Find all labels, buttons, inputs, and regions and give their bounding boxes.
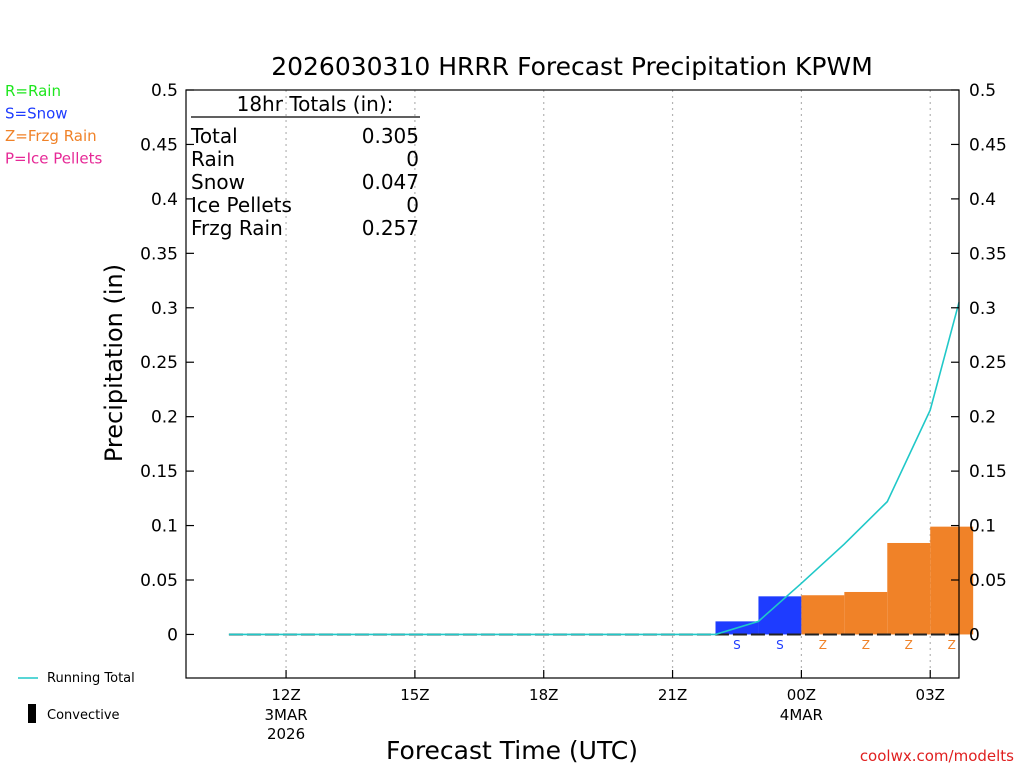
totals-row-value: 0 (406, 147, 419, 171)
y-axes: 0 0 0.05 0.05 0.1 0.1 0.15 0.15 0.2 0.2 0.25 0.25 0.… (140, 81, 1007, 645)
x-axis-title: Forecast Time (UTC) (386, 736, 638, 765)
y-tick-label-right: 0.4 (969, 190, 996, 210)
precip-type-label: Z (905, 638, 913, 652)
y-tick-label-left: 0.1 (151, 517, 178, 537)
precip-type-legend-item: S=Snow (5, 105, 68, 123)
running-total-group (228, 302, 960, 636)
y-tick-label-left: 0.3 (151, 299, 178, 319)
precip-type-label: S (776, 638, 784, 652)
x-tick-label: 15Z (400, 686, 429, 704)
plot-frame (185, 89, 960, 679)
y-tick-label-left: 0 (167, 625, 178, 645)
y-tick-label-right: 0.2 (969, 408, 996, 428)
y-tick-label-right: 0.05 (969, 571, 1007, 591)
totals-box: 18hr Totals (in): Total 0.305 Rain 0 Snow 0.04… (190, 92, 420, 240)
x-tick-label: 18Z (529, 686, 558, 704)
convective-legend-swatch (28, 704, 36, 723)
chart-title: 2026030310 HRRR Forecast Precipitation K… (271, 52, 873, 81)
y-tick-label-right: 0.5 (969, 81, 996, 101)
precip-type-label: Z (948, 638, 956, 652)
running-total-legend-label: Running Total (47, 671, 135, 686)
credit-text: coolwx.com/modelts (860, 747, 1014, 765)
x-tick-date-label: 3MAR (264, 706, 307, 724)
totals-title: 18hr Totals (in): (237, 92, 394, 116)
totals-row-label: Rain (191, 147, 235, 171)
precip-type-legend: R=Rain S=Snow Z=Frzg Rain P=Ice Pellets (5, 82, 102, 168)
totals-row-label: Ice Pellets (191, 193, 292, 217)
y-tick-label-left: 0.05 (140, 571, 178, 591)
precip-bar (887, 542, 931, 635)
precip-type-legend-item: P=Ice Pellets (5, 150, 102, 168)
precip-type-label: Z (819, 638, 827, 652)
y-tick-label-left: 0.2 (151, 408, 178, 428)
totals-row-value: 0 (406, 193, 419, 217)
y-tick-label-right: 0 (969, 625, 980, 645)
x-tick-label: 03Z (916, 686, 945, 704)
y-tick-label-left: 0.15 (140, 462, 178, 482)
line-legend: Running Total Convective (18, 671, 135, 723)
precip-bar (801, 595, 845, 635)
totals-row-label: Total (190, 124, 238, 148)
x-tick-label: 00Z (787, 686, 816, 704)
running-total-line (228, 302, 960, 636)
x-tick-year-label: 2026 (267, 725, 305, 743)
totals-row-label: Snow (191, 170, 245, 194)
x-tick-label: 12Z (271, 686, 300, 704)
y-tick-label-right: 0.35 (969, 244, 1007, 264)
y-tick-label-left: 0.25 (140, 353, 178, 373)
y-tick-label-left: 0.5 (151, 81, 178, 101)
x-tick-date-label: 4MAR (780, 706, 823, 724)
y-tick-label-left: 0.45 (140, 135, 178, 155)
y-tick-label-left: 0.4 (151, 190, 178, 210)
precip-type-legend-item: R=Rain (5, 82, 61, 100)
precip-type-label: Z (862, 638, 870, 652)
totals-row-value: 0.305 (362, 124, 419, 148)
totals-row-label: Frzg Rain (191, 216, 283, 240)
y-tick-label-right: 0.3 (969, 299, 996, 319)
y-axis-title: Precipitation (in) (100, 264, 128, 462)
precip-bar (844, 591, 888, 635)
y-tick-label-left: 0.35 (140, 244, 178, 264)
convective-legend-label: Convective (47, 708, 120, 723)
precip-type-legend-item: Z=Frzg Rain (5, 127, 97, 145)
totals-row-value: 0.047 (362, 170, 419, 194)
y-tick-label-right: 0.15 (969, 462, 1007, 482)
y-tick-label-right: 0.25 (969, 353, 1007, 373)
precip-type-label: S (733, 638, 741, 652)
y-tick-label-right: 0.45 (969, 135, 1007, 155)
y-tick-label-right: 0.1 (969, 517, 996, 537)
grid-lines (285, 90, 931, 678)
x-tick-label: 21Z (658, 686, 687, 704)
totals-row-value: 0.257 (362, 216, 419, 240)
